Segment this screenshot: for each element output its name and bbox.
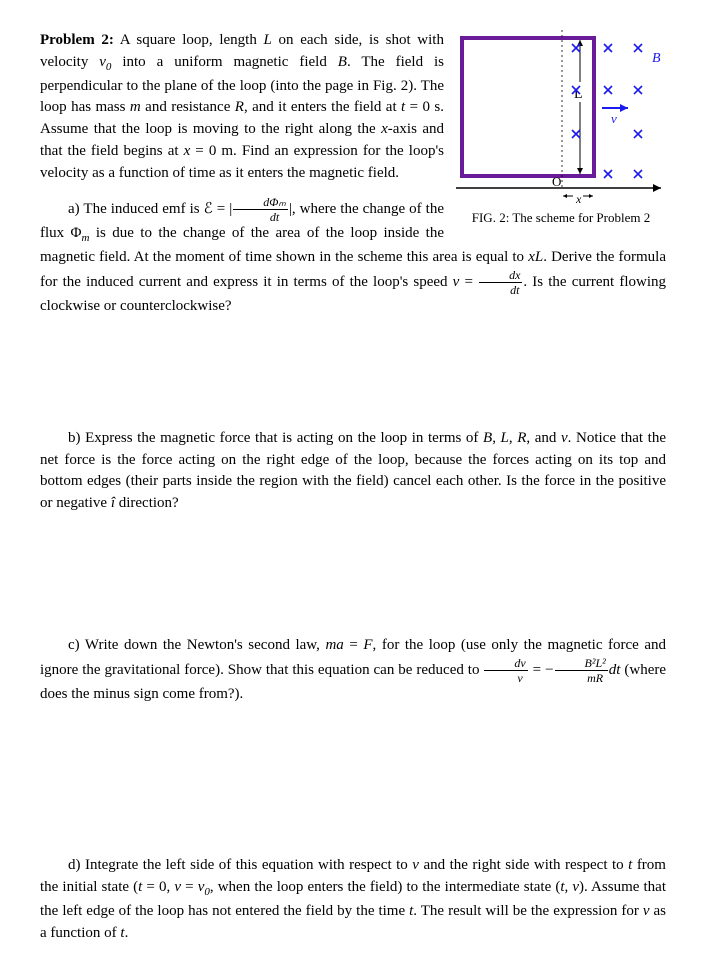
figure-caption: FIG. 2: The scheme for Problem 2	[456, 209, 666, 228]
part-c: c) Write down the Newton's second law, m…	[40, 635, 666, 706]
problem-intro-text: A square loop, length L on each side, is…	[40, 32, 444, 181]
problem-label: Problem 2:	[40, 32, 114, 48]
part-b-text: b) Express the magnetic force that is ac…	[40, 430, 666, 511]
figure-svg: O x L v⃗	[456, 30, 666, 205]
part-a-frac2-num: dx	[479, 269, 522, 283]
part-d-text: d) Integrate the left side of this equat…	[40, 857, 666, 940]
part-a-frac2-den: dt	[479, 283, 522, 296]
part-c-frac1-num: dv	[484, 657, 527, 671]
origin-label: O	[552, 174, 561, 189]
loop-square	[462, 38, 594, 176]
part-a-frac1-num: dΦₘ	[233, 196, 288, 210]
v-label: v⃗	[611, 111, 627, 126]
part-c-frac2-den: mR	[555, 671, 608, 684]
field-crosses	[572, 44, 642, 178]
part-c-text2: = −	[529, 662, 554, 678]
part-c-frac1-den: v	[484, 671, 527, 684]
part-a-frac1-den: dt	[233, 210, 288, 223]
part-b: b) Express the magnetic force that is ac…	[40, 428, 666, 515]
part-c-frac2-num: B²L²	[555, 657, 608, 671]
problem-block: O x L v⃗	[40, 30, 666, 318]
part-a-text1: a) The induced emf is ℰ =	[68, 201, 229, 217]
figure-2: O x L v⃗	[456, 30, 666, 228]
B-label: B⃗	[652, 51, 666, 66]
x-axis-arrow	[653, 184, 661, 192]
x-span-label: x	[575, 192, 582, 205]
part-d: d) Integrate the left side of this equat…	[40, 855, 666, 944]
